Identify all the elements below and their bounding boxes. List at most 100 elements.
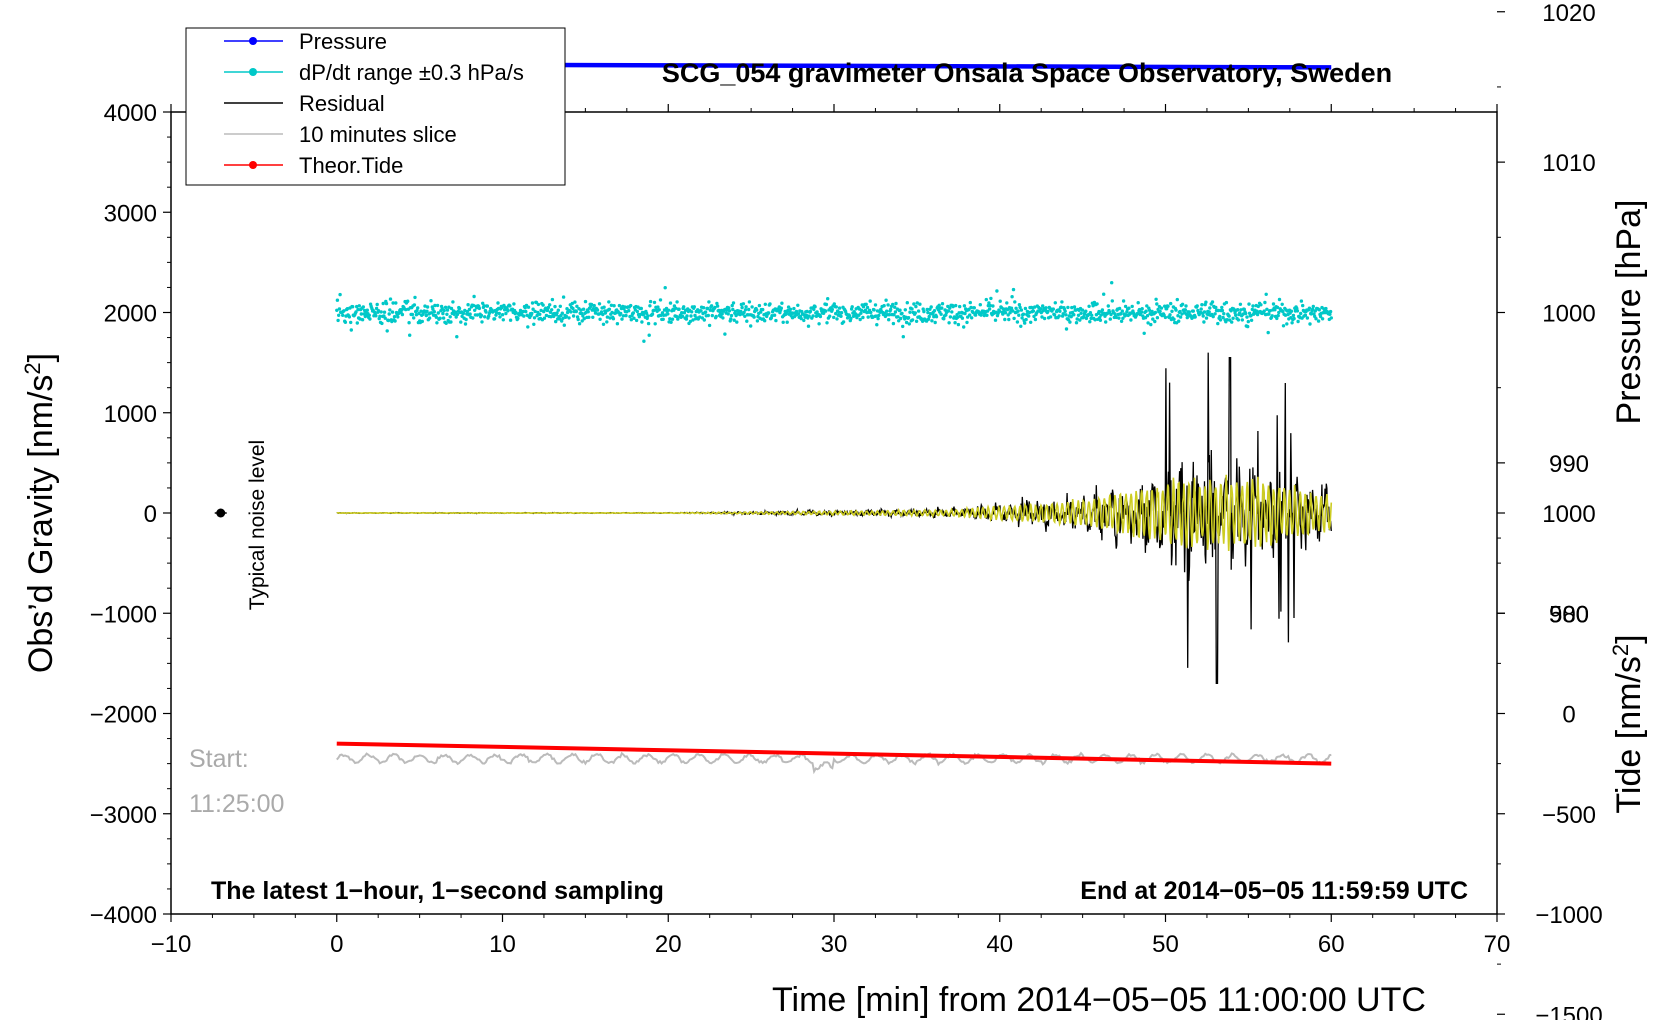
dpdt-point: [1159, 306, 1164, 310]
dpdt-point: [1106, 304, 1111, 308]
dpdt-point: [969, 305, 973, 310]
dpdt-point: [1307, 306, 1312, 310]
dpdt-point: [1091, 304, 1095, 308]
dpdt-point: [1052, 313, 1057, 317]
dpdt-point: [657, 308, 661, 312]
dpdt-point: [602, 305, 606, 309]
dpdt-point: [940, 306, 944, 310]
tide-tick-label: −1000: [1535, 902, 1602, 929]
dpdt-point: [447, 305, 451, 309]
dpdt-point: [747, 300, 752, 304]
dpdt-point: [1155, 316, 1160, 320]
dpdt-point: [611, 317, 616, 321]
dpdt-point: [1225, 318, 1229, 322]
dpdt-point: [950, 310, 954, 314]
dpdt-point: [958, 304, 962, 309]
dpdt-point: [379, 310, 383, 314]
dpdt-point: [541, 303, 545, 307]
dpdt-point: [1150, 309, 1154, 314]
dpdt-point: [1202, 320, 1206, 324]
dpdt-point: [454, 315, 458, 319]
dpdt-point: [1010, 295, 1014, 299]
dpdt-point: [1109, 312, 1113, 317]
residual-filtered-series: [336, 474, 1333, 552]
dpdt-point: [689, 314, 693, 318]
dpdt-point: [914, 304, 918, 309]
dpdt-point: [530, 311, 534, 316]
dpdt-point: [414, 313, 419, 317]
dpdt-point: [1053, 301, 1058, 305]
dpdt-point: [468, 312, 472, 316]
dpdt-point: [1230, 320, 1234, 324]
dpdt-point: [1097, 309, 1101, 314]
dpdt-point: [378, 314, 382, 318]
dpdt-point: [830, 307, 834, 312]
dpdt-point: [1149, 322, 1153, 327]
dpdt-point: [629, 318, 633, 322]
dpdt-point: [1264, 292, 1268, 296]
dpdt-point: [1249, 313, 1253, 318]
dpdt-point: [1183, 308, 1188, 312]
dpdt-point: [780, 301, 784, 305]
dpdt-point: [1227, 314, 1231, 318]
dpdt-point: [610, 310, 614, 315]
dpdt-point: [951, 304, 955, 309]
tide-tick-label: 500: [1549, 601, 1589, 628]
dpdt-point: [432, 310, 436, 314]
dpdt-point: [1311, 307, 1315, 311]
dpdt-point: [739, 309, 743, 314]
dpdt-point: [1281, 324, 1286, 328]
dpdt-point: [1275, 316, 1279, 321]
dpdt-point: [1329, 316, 1334, 320]
dpdt-point: [1163, 315, 1168, 320]
dpdt-point: [1305, 316, 1310, 320]
dpdt-point: [1246, 319, 1251, 324]
dpdt-point: [1153, 310, 1158, 315]
dpdt-point: [774, 318, 778, 323]
dpdt-point: [839, 311, 844, 315]
dpdt-point: [1137, 307, 1142, 312]
dpdt-point: [732, 318, 736, 322]
dpdt-point: [1285, 322, 1289, 326]
dpdt-point: [656, 305, 660, 309]
dpdt-point: [558, 304, 562, 308]
dpdt-point: [627, 309, 631, 313]
dpdt-point: [639, 306, 643, 311]
dpdt-point: [1121, 316, 1125, 320]
dpdt-point: [1214, 305, 1218, 310]
dpdt-point: [416, 306, 420, 310]
y-axis-label-gravity-sup: 2: [20, 362, 45, 374]
dpdt-point: [400, 308, 404, 312]
dpdt-point: [872, 308, 876, 312]
dpdt-point: [1277, 297, 1282, 302]
dpdt-point: [640, 320, 644, 324]
dpdt-point: [1231, 316, 1235, 320]
dpdt-point: [984, 297, 988, 302]
dpdt-point: [892, 313, 896, 317]
dpdt-point: [1184, 304, 1188, 308]
dpdt-point: [383, 316, 387, 320]
dpdt-point: [347, 315, 352, 319]
dpdt-point: [817, 322, 821, 326]
dpdt-point: [978, 303, 982, 307]
dpdt-point: [750, 305, 754, 309]
dpdt-point: [343, 320, 348, 324]
dpdt-point: [381, 301, 385, 306]
tide-tick-label: 1000: [1542, 501, 1595, 528]
dpdt-point: [1098, 316, 1102, 320]
dpdt-point: [634, 318, 639, 323]
dpdt-point: [561, 295, 566, 299]
dpdt-point: [818, 314, 823, 319]
x-tick-label: 10: [489, 931, 516, 958]
dpdt-point: [804, 313, 809, 318]
dpdt-point: [444, 321, 448, 325]
dpdt-point: [512, 302, 516, 306]
dpdt-point: [988, 303, 992, 308]
dpdt-point: [1303, 313, 1308, 317]
dpdt-point: [807, 314, 811, 318]
dpdt-point: [858, 317, 862, 322]
dpdt-point: [910, 318, 915, 322]
dpdt-point: [948, 306, 952, 310]
dpdt-point: [560, 319, 564, 323]
dpdt-point: [582, 317, 586, 321]
